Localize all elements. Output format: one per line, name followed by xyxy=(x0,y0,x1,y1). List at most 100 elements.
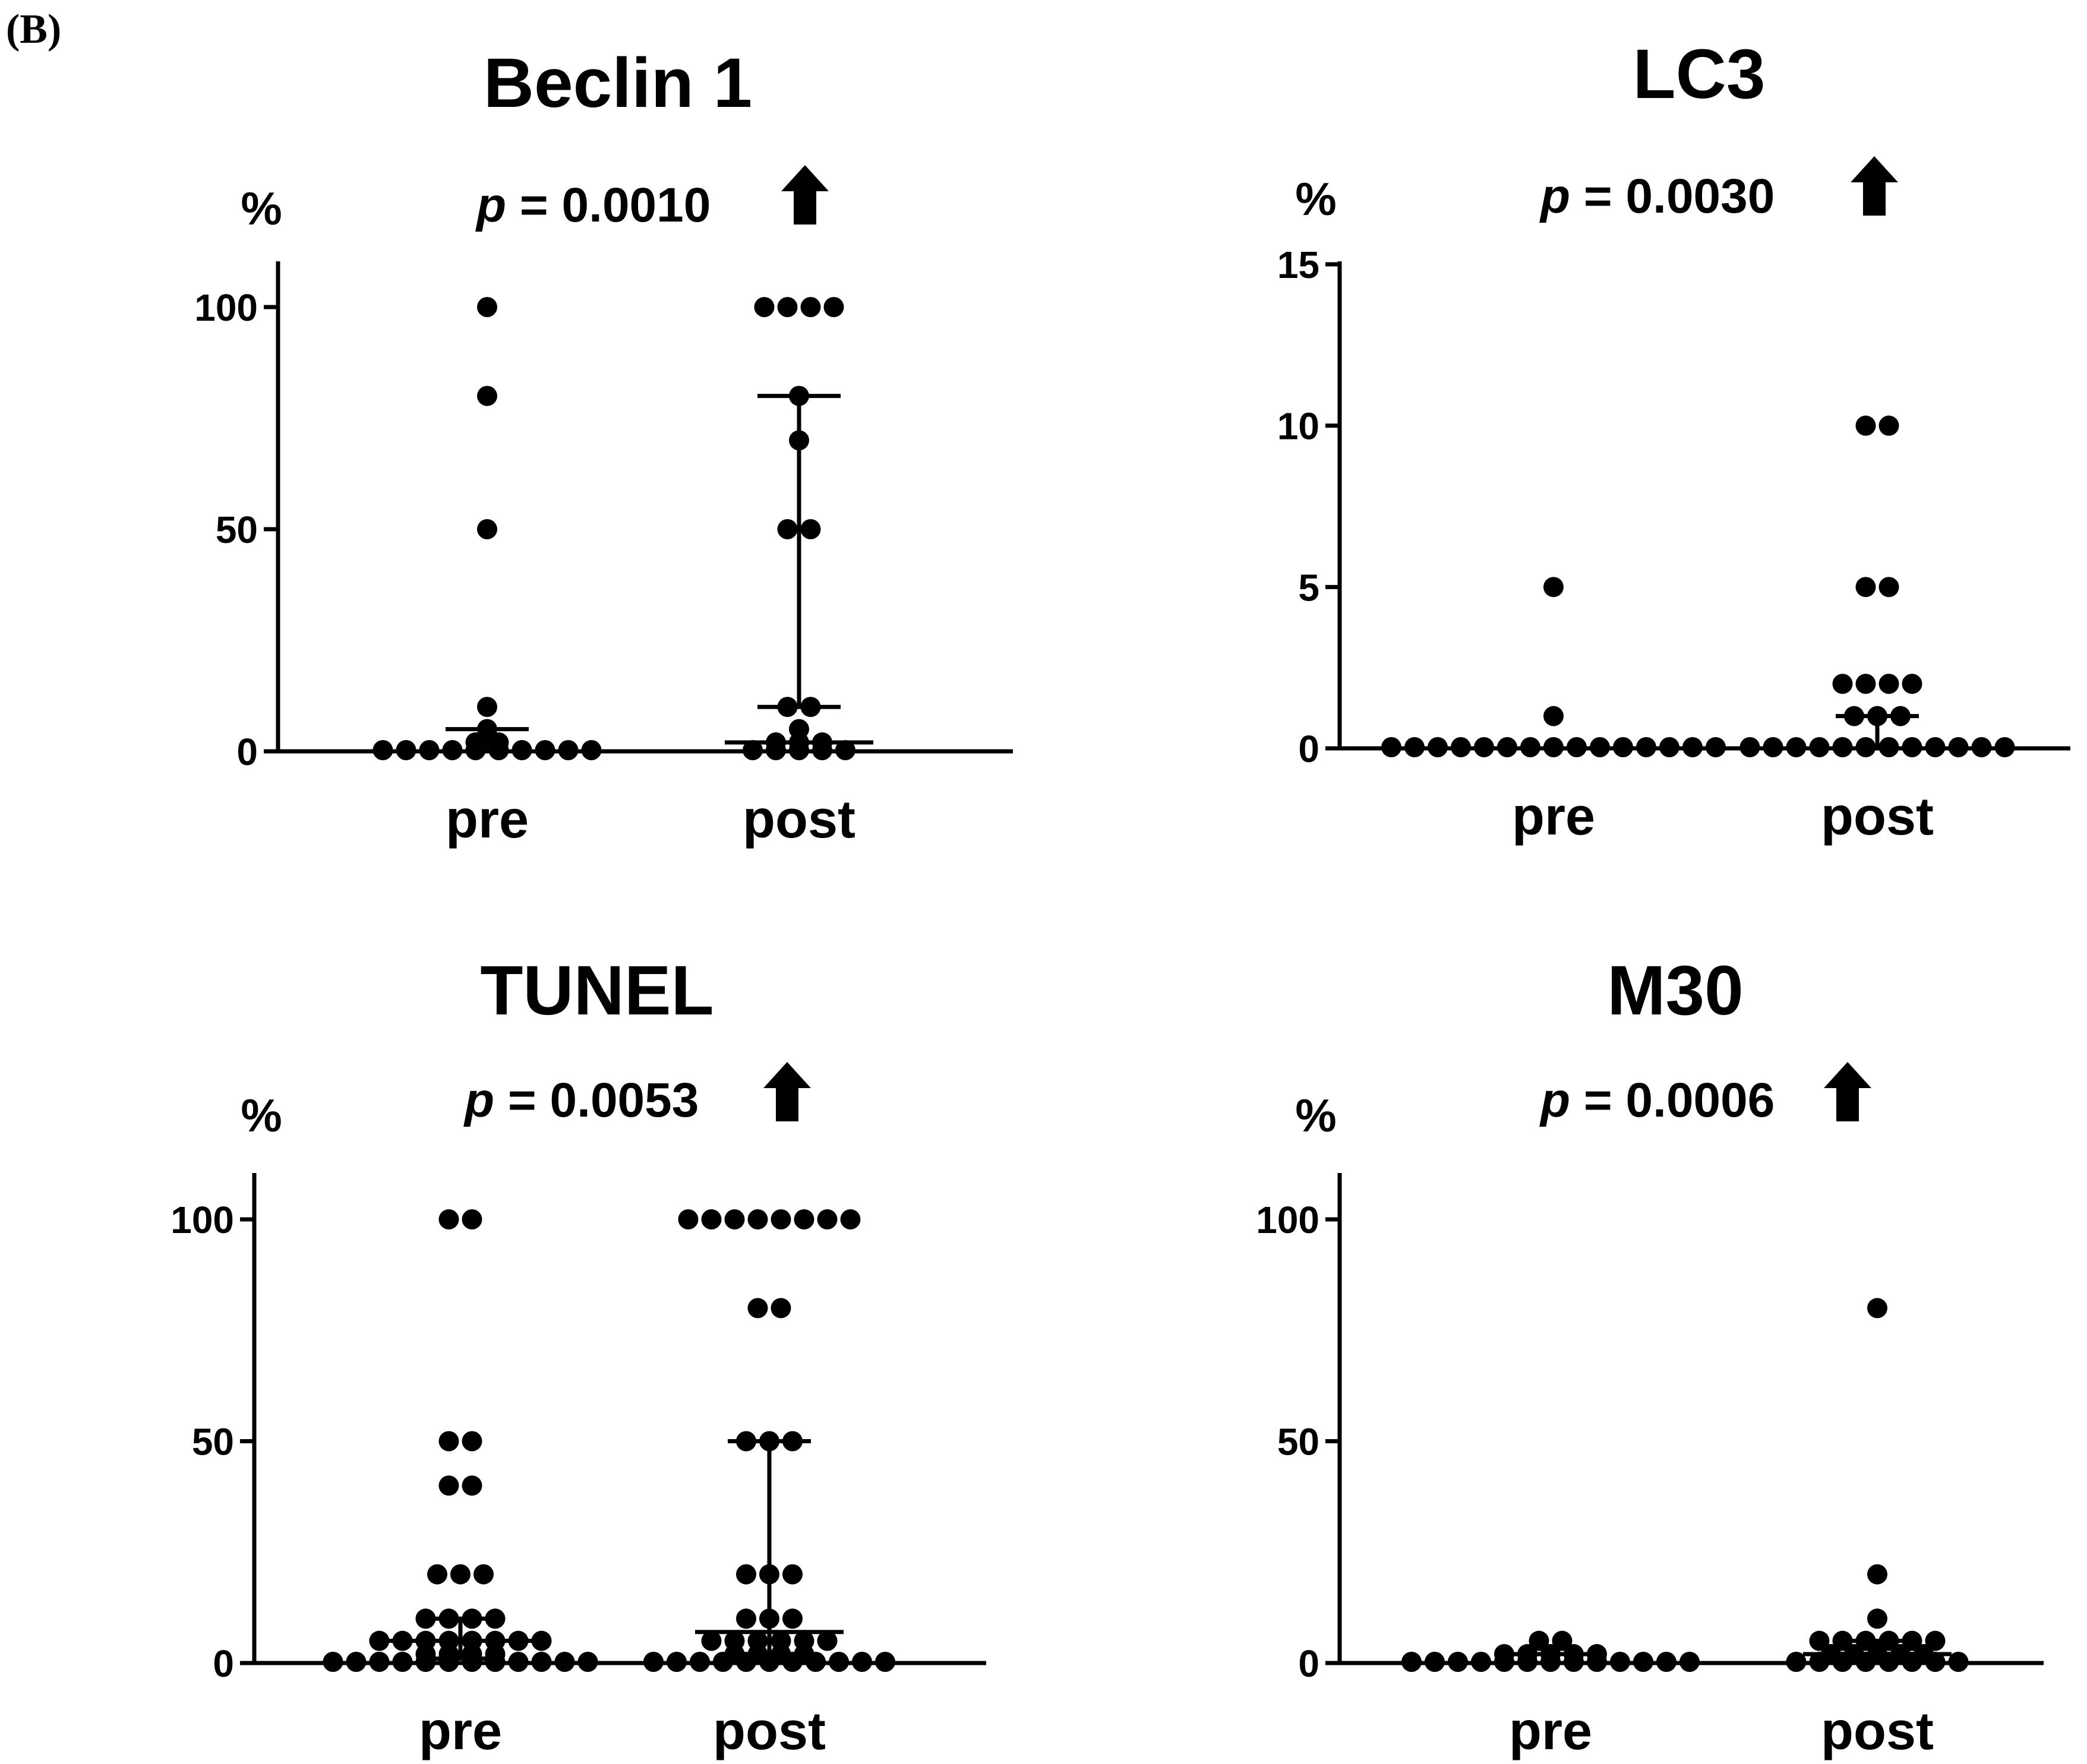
data-point xyxy=(678,1209,699,1229)
data-point xyxy=(823,297,844,317)
data-point xyxy=(852,1652,872,1672)
data-point xyxy=(835,740,855,760)
y-tick-label: 5 xyxy=(1298,566,1319,609)
data-point xyxy=(800,297,821,317)
data-point xyxy=(438,1475,459,1496)
data-point xyxy=(577,1652,598,1672)
data-point xyxy=(875,1652,895,1672)
data-point xyxy=(581,740,602,760)
y-tick-label: 100 xyxy=(1256,1199,1319,1241)
data-point xyxy=(782,1608,803,1629)
data-point xyxy=(1809,1630,1830,1651)
data-point xyxy=(777,519,798,539)
data-point xyxy=(508,1652,529,1672)
data-point xyxy=(782,1564,803,1585)
y-tick-label: 10 xyxy=(1277,405,1319,448)
data-point xyxy=(1404,737,1425,757)
chart-title: TUNEL xyxy=(480,951,713,1030)
data-point xyxy=(736,1608,756,1629)
data-point xyxy=(1948,737,1969,757)
data-point xyxy=(369,1652,390,1672)
data-point xyxy=(1543,706,1564,726)
y-axis-unit: % xyxy=(241,1089,282,1142)
chart-lc3: LC3 p = 0.0030 % 0 5 10 15 pre post xyxy=(1277,35,2070,846)
data-point xyxy=(1925,1630,1946,1651)
y-tick-label: 15 xyxy=(1277,244,1319,286)
data-point xyxy=(1878,415,1899,436)
data-point xyxy=(1656,1652,1676,1672)
data-point xyxy=(396,740,416,760)
plot-area: 0 50 100 pre post xyxy=(194,165,1013,849)
data-point xyxy=(1878,577,1899,598)
data-point xyxy=(1587,1644,1607,1665)
data-point xyxy=(777,297,798,317)
data-point xyxy=(346,1652,367,1672)
data-point xyxy=(1832,674,1853,694)
data-point xyxy=(1855,674,1876,694)
data-point xyxy=(462,1209,482,1229)
data-point xyxy=(1971,737,1992,757)
up-arrow-icon xyxy=(763,1062,811,1121)
data-point xyxy=(1529,1630,1549,1651)
data-point xyxy=(701,1209,722,1229)
data-point xyxy=(1428,737,1448,757)
data-point xyxy=(427,1564,447,1585)
data-point xyxy=(747,1209,768,1229)
data-point xyxy=(724,1209,745,1229)
data-point xyxy=(369,1630,390,1651)
chart-title: M30 xyxy=(1607,951,1744,1030)
p-value: p = 0.0053 xyxy=(463,1073,699,1127)
x-category-label: post xyxy=(1821,787,1934,846)
data-point xyxy=(477,697,497,717)
data-point xyxy=(771,1630,791,1651)
x-category-label: post xyxy=(1821,1702,1934,1761)
chart-beclin1: Beclin 1 p = 0.0010 % 0 50 100 pre post xyxy=(194,44,1013,849)
y-axis-unit: % xyxy=(1295,173,1336,225)
chart-tunel: TUNEL p = 0.0053 % 0 50 100 pre post xyxy=(171,951,986,1761)
data-point xyxy=(323,1652,343,1672)
x-category-label: pre xyxy=(1512,787,1595,846)
p-value: p = 0.0006 xyxy=(1539,1073,1775,1127)
data-point xyxy=(1401,1652,1422,1672)
y-tick-label: 0 xyxy=(213,1642,234,1685)
data-point xyxy=(1786,1652,1807,1672)
data-point xyxy=(1682,737,1703,757)
chart-m30: M30 p = 0.0006 % 0 50 100 pre post xyxy=(1256,951,2044,1761)
chart-title: LC3 xyxy=(1633,35,1766,113)
plot-area: 0 5 10 15 pre post xyxy=(1277,156,2070,846)
data-point xyxy=(558,740,579,760)
data-point xyxy=(736,1564,756,1585)
data-point xyxy=(789,719,809,739)
data-point xyxy=(1425,1652,1445,1672)
data-point xyxy=(372,740,393,760)
up-arrow-icon xyxy=(1824,1062,1871,1121)
data-point xyxy=(473,1564,494,1585)
x-category-label: post xyxy=(743,790,855,849)
data-point xyxy=(554,1652,575,1672)
data-point xyxy=(531,1652,552,1672)
data-point xyxy=(800,519,821,539)
data-point xyxy=(462,1475,482,1496)
data-point xyxy=(1494,1644,1514,1665)
figure-panel-label: (B) xyxy=(6,7,62,52)
y-tick-label: 0 xyxy=(1298,1642,1319,1685)
x-category-label: pre xyxy=(1509,1702,1592,1761)
data-point xyxy=(743,740,763,760)
y-axis-unit: % xyxy=(1295,1089,1336,1142)
data-point xyxy=(477,297,497,317)
y-axis-unit: % xyxy=(241,182,282,235)
x-category-label: pre xyxy=(446,790,529,849)
data-point xyxy=(1855,415,1876,436)
data-point xyxy=(754,297,775,317)
data-point xyxy=(771,1209,791,1229)
data-point xyxy=(1902,674,1922,694)
data-point xyxy=(1706,737,1726,757)
data-point xyxy=(1786,737,1807,757)
data-point xyxy=(1381,737,1401,757)
data-point xyxy=(438,1431,459,1452)
y-tick-label: 50 xyxy=(192,1421,234,1463)
y-tick-label: 100 xyxy=(171,1199,234,1241)
y-tick-label: 50 xyxy=(216,508,258,551)
data-point xyxy=(1552,1630,1573,1651)
y-tick-label: 100 xyxy=(194,286,258,329)
